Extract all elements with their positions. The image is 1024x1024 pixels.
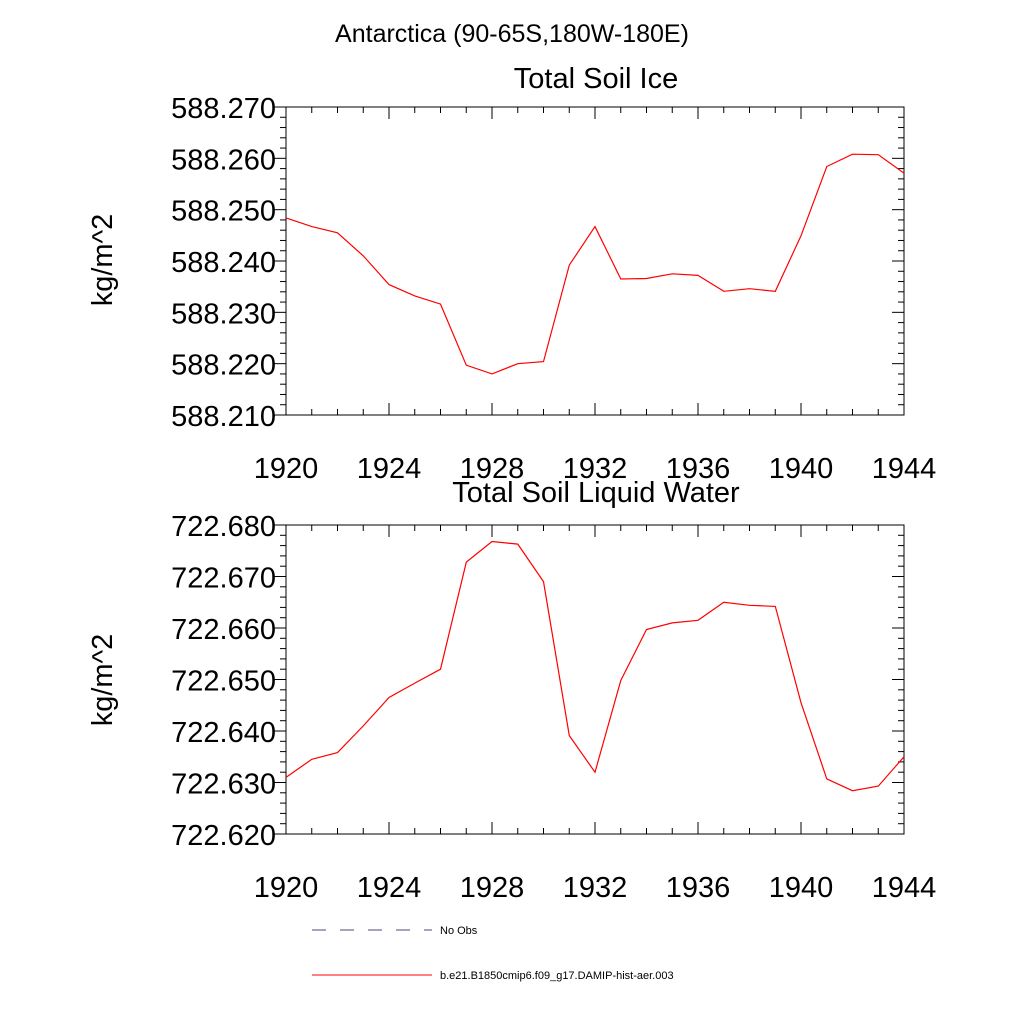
x-tick-label: 1932: [563, 872, 628, 904]
figure-title: Antarctica (90-65S,180W-180E): [335, 20, 689, 48]
x-tick-label: 1928: [460, 453, 525, 485]
x-tick-label: 1932: [563, 453, 628, 485]
panel-title: Total Soil Ice: [514, 63, 678, 95]
y-tick-label: 722.640: [171, 717, 276, 749]
y-tick-label: 722.680: [171, 511, 276, 543]
y-tick-label: 588.220: [171, 350, 276, 382]
panel-total-soil-liquid-water: Total Soil Liquid Water kg/m^2 1920 1924 1…: [87, 477, 936, 904]
y-tick-label: 588.210: [171, 401, 276, 433]
x-tick-label: 1920: [254, 453, 319, 485]
series-line: [285, 153, 905, 375]
y-tick-label: 588.240: [171, 247, 276, 279]
y-tick-label: 722.620: [171, 820, 276, 852]
y-tick-label: 588.250: [171, 196, 276, 228]
series-line: [285, 540, 905, 792]
y-tick-label: 588.270: [171, 93, 276, 125]
x-tick-label: 1944: [872, 872, 937, 904]
y-tick-label: 722.660: [171, 614, 276, 646]
panel-total-soil-ice: Total Soil Ice kg/m^2 1920 1924 1928 1932 19…: [87, 63, 936, 485]
x-tick-label: 1936: [666, 453, 731, 485]
x-tick-label: 1944: [872, 453, 937, 485]
x-tick-label: 1924: [357, 453, 422, 485]
x-tick-label: 1928: [460, 872, 525, 904]
x-tick-label: 1920: [254, 872, 319, 904]
y-tick-label: 722.630: [171, 769, 276, 801]
y-tick-label: 722.650: [171, 666, 276, 698]
panel-title: Total Soil Liquid Water: [452, 477, 740, 509]
y-axis-label: kg/m^2: [87, 634, 119, 727]
y-axis-label: kg/m^2: [87, 214, 119, 307]
legend-label-no-obs: No Obs: [440, 925, 478, 937]
x-tick-label: 1940: [769, 453, 834, 485]
y-tick-label: 588.230: [171, 298, 276, 330]
plot-frame: [285, 106, 905, 416]
x-tick-label: 1924: [357, 872, 422, 904]
legend-label-model: b.e21.B1850cmip6.f09_g17.DAMIP-hist-aer.…: [440, 970, 674, 982]
x-tick-label: 1940: [769, 872, 834, 904]
legend: No Obs b.e21.B1850cmip6.f09_g17.DAMIP-hi…: [312, 925, 674, 982]
plot-frame: [285, 524, 905, 835]
x-tick-label: 1936: [666, 872, 731, 904]
y-tick-label: 722.670: [171, 563, 276, 595]
y-tick-label: 588.260: [171, 144, 276, 176]
